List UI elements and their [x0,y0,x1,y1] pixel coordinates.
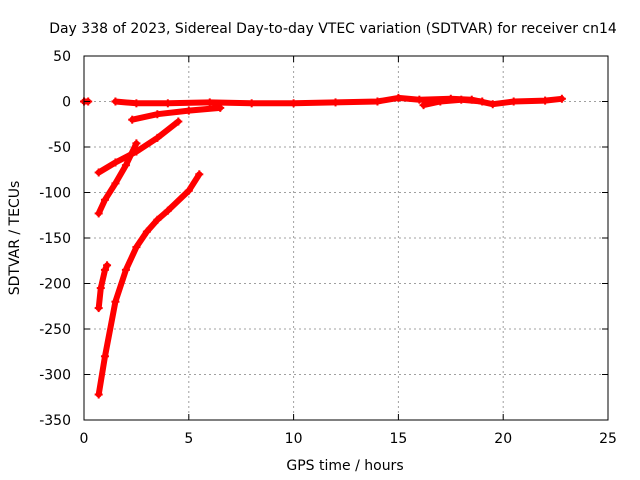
data-point [163,99,172,108]
data-point [94,209,103,218]
chart-title: Day 338 of 2023, Sidereal Day-to-day VTE… [49,21,617,37]
y-tick-label: 50 [53,49,71,65]
data-point [205,98,214,107]
data-point [415,95,424,104]
data-point [184,186,193,195]
data-point [247,99,256,108]
data-point [436,97,445,106]
data-point [128,115,137,124]
data-point [541,96,550,105]
data-point [142,227,151,236]
data-track [95,262,111,312]
data-point [121,265,130,274]
data-point [289,99,298,108]
data-point [103,261,112,270]
data-point [419,101,428,110]
data-point [121,161,130,170]
y-tick-label: -350 [39,413,71,429]
data-point [478,97,487,106]
data-series [80,93,566,399]
data-point [111,158,120,167]
data-track [420,96,486,109]
data-point [184,106,193,115]
data-point [96,284,105,293]
data-point [100,265,109,274]
data-point [216,103,225,112]
y-tick-label: -150 [39,231,71,247]
data-point [174,117,183,126]
x-tick-label: 20 [494,431,512,447]
data-point [195,170,204,179]
data-point [331,98,340,107]
x-tick-label: 5 [184,431,193,447]
data-point [100,352,109,361]
data-point [132,243,141,252]
data-point [457,95,466,104]
data-track [95,171,203,398]
x-axis-label: GPS time / hours [286,458,403,474]
data-point [153,215,162,224]
data-track [129,104,224,123]
x-tick-label: 10 [285,431,303,447]
y-tick-label: -250 [39,322,71,338]
y-tick-label: -300 [39,368,71,384]
data-point [373,97,382,106]
y-tick-label: 0 [62,95,71,111]
data-point [394,93,403,102]
data-point [557,94,566,103]
data-point [132,99,141,108]
data-point [509,97,518,106]
data-point [163,206,172,215]
data-point [111,179,120,188]
data-point [132,139,141,148]
y-tick-label: -200 [39,277,71,293]
x-tick-label: 0 [80,431,89,447]
data-point [94,168,103,177]
data-point [94,304,103,313]
data-point [488,100,497,109]
y-tick-label: -50 [48,140,71,156]
x-tick-label: 25 [599,431,617,447]
axis-ticks: 0 5 10 15 20 25 50 0 -50 -100 -150 -200 -250 -300 -350 [39,49,617,447]
y-tick-label: -100 [39,186,71,202]
data-track [112,94,565,108]
data-point [153,133,162,142]
data-point [94,390,103,399]
data-point [153,110,162,119]
data-point [100,195,109,204]
x-tick-label: 15 [389,431,407,447]
y-axis-label: SDTVAR / TECUs [7,181,23,296]
data-point [111,297,120,306]
data-point [111,97,120,106]
